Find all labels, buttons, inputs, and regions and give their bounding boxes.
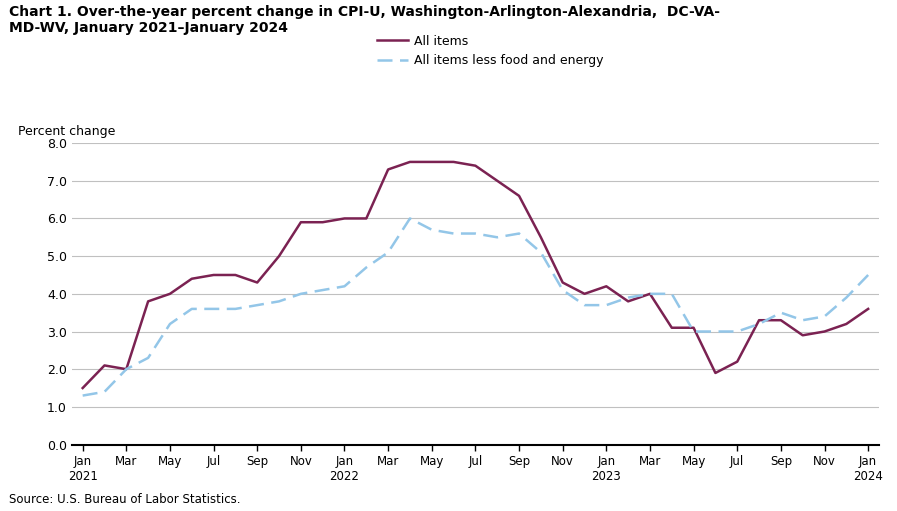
Legend: All items, All items less food and energy: All items, All items less food and energ… bbox=[377, 35, 604, 67]
Text: Chart 1. Over-the-year percent change in CPI-U, Washington-Arlington-Alexandria,: Chart 1. Over-the-year percent change in… bbox=[9, 5, 720, 35]
Text: Source: U.S. Bureau of Labor Statistics.: Source: U.S. Bureau of Labor Statistics. bbox=[9, 493, 240, 506]
Text: Percent change: Percent change bbox=[18, 125, 116, 138]
